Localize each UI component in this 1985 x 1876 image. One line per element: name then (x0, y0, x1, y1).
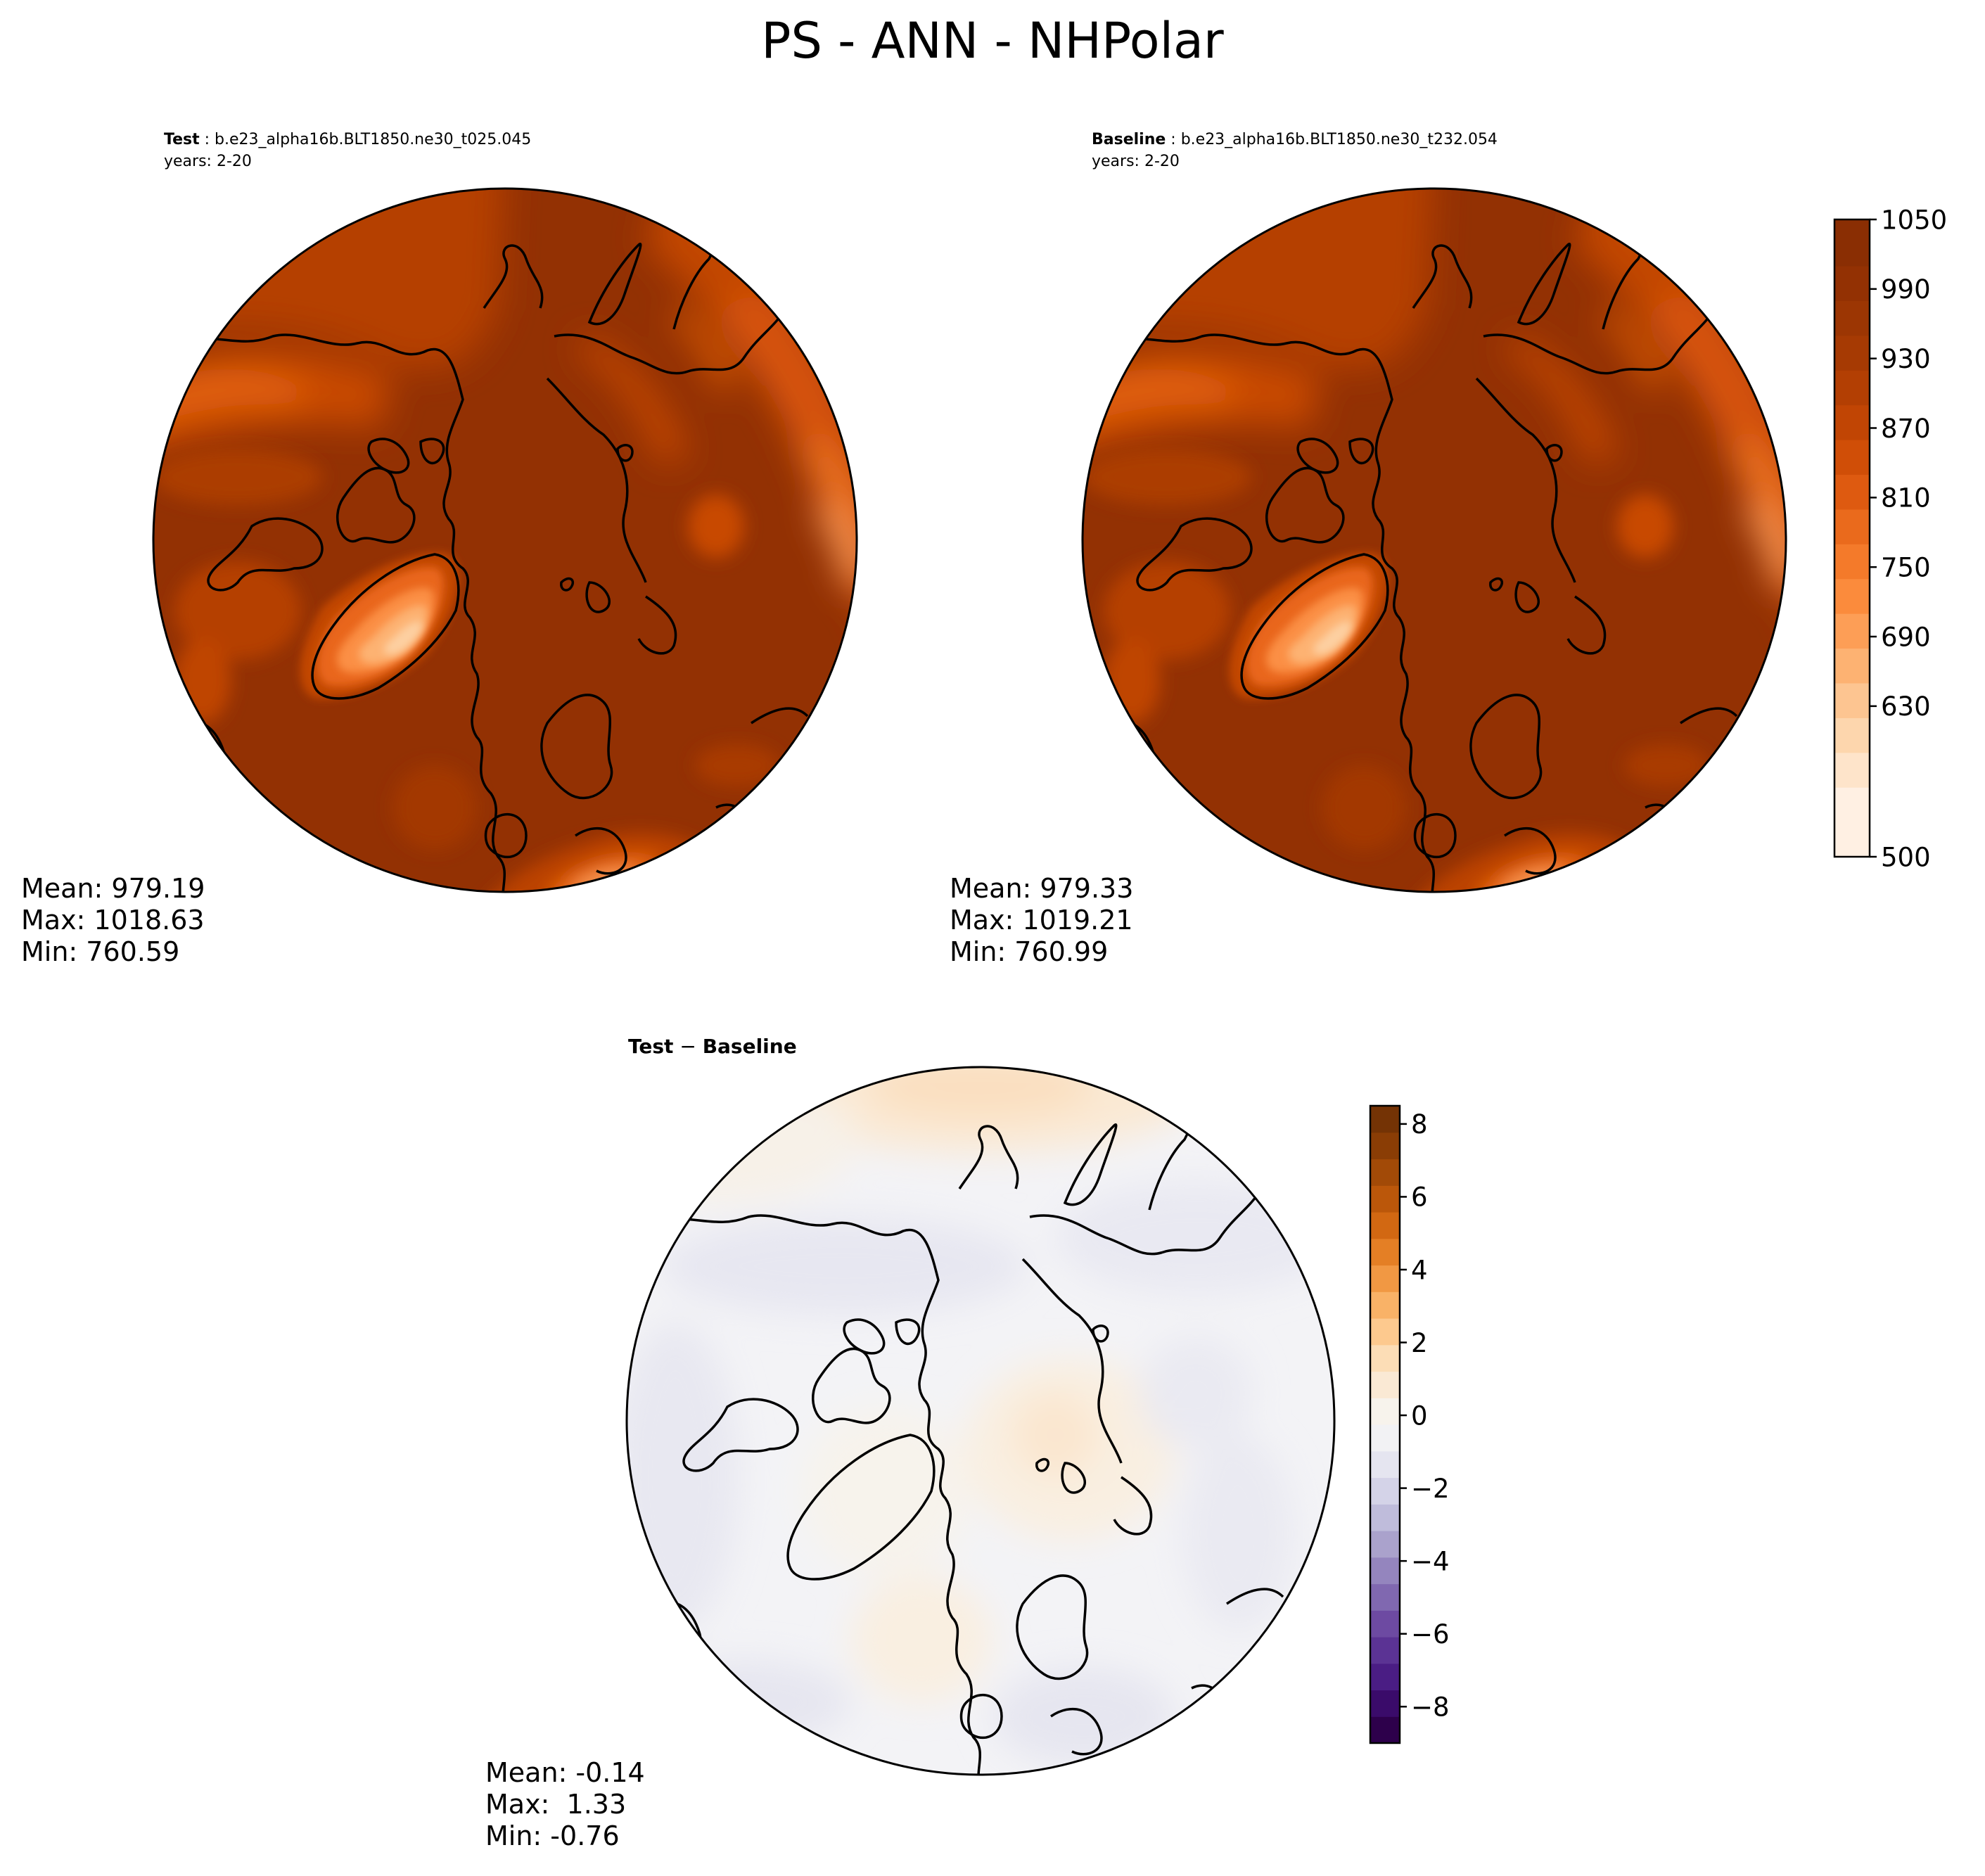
test-stat-min: Min: 760.59 (21, 936, 179, 967)
colorbar-diff-tick-label: 6 (1411, 1182, 1428, 1213)
colorbar-diff-frame (1369, 1104, 1401, 1744)
colorbar-diff-band (1370, 1450, 1400, 1479)
colorbar-diff-tick-label: 2 (1411, 1328, 1428, 1358)
colorbar-ps-tick-label: 990 (1881, 274, 1931, 305)
colorbar-ps-tick-label: 1050 (1881, 205, 1947, 235)
colorbar-diff-band (1370, 1610, 1400, 1638)
colorbar-ps-band (1834, 439, 1870, 475)
colorbar-diff-band (1370, 1663, 1400, 1691)
colorbar-diff-band (1370, 1344, 1400, 1372)
colorbar-ps-band (1834, 717, 1870, 753)
test-stat-max: Max: 1018.63 (21, 905, 205, 936)
diff-map (627, 1067, 1334, 1775)
diff-stat-min: Min: -0.76 (485, 1820, 620, 1851)
colorbar-ps-band (1834, 404, 1870, 440)
colorbar-diff-band (1370, 1291, 1400, 1319)
colorbar-diff-band (1370, 1531, 1400, 1558)
colorbar-ps-band (1834, 219, 1870, 267)
test-title-bold: Test (164, 131, 200, 148)
colorbar-ps-tick-label: 810 (1881, 483, 1931, 513)
panel-baseline: Baseline : b.e23_alpha16b.BLT1850.ne30_t… (950, 131, 1947, 967)
diff-title: Test − Baseline (628, 1035, 797, 1058)
colorbar-ps-band (1834, 648, 1870, 684)
colorbar-diff-band (1370, 1265, 1400, 1292)
diff-stat-mean: Mean: -0.14 (485, 1757, 645, 1788)
baseline-map-border (1081, 187, 1787, 893)
colorbar-ps-band (1834, 509, 1870, 544)
colorbar-ps-band (1834, 300, 1870, 336)
colorbar-ps-frame (1833, 218, 1871, 858)
colorbar-diff-band (1370, 1637, 1400, 1664)
diff-title-baseline: Baseline (703, 1035, 797, 1058)
colorbar-diff-band (1370, 1318, 1400, 1346)
test-map (111, 146, 899, 892)
colorbar-diff-band (1370, 1716, 1400, 1744)
colorbar-ps-tick-label: 930 (1881, 344, 1931, 374)
test-stat-mean: Mean: 979.19 (21, 873, 205, 904)
colorbar-diff-band (1370, 1371, 1400, 1398)
panel-difference: Test − Baseline Mean (485, 1035, 1450, 1851)
colorbar-diff-band (1370, 1504, 1400, 1531)
diff-map-border (625, 1066, 1336, 1776)
colorbar-diff-tick-label: −6 (1411, 1619, 1450, 1650)
test-years: years: 2-20 (164, 153, 252, 170)
colorbar-ps-tick-label: 750 (1881, 553, 1931, 583)
colorbar-ps: 500 630 690 750 810 870 930 990 1050 (1833, 205, 1947, 872)
colorbar-ps-band (1834, 752, 1870, 788)
colorbar-diff-band (1370, 1477, 1400, 1505)
diff-title-operator: − (673, 1035, 702, 1058)
colorbar-ps-tick-label: 870 (1881, 414, 1931, 444)
baseline-stat-max: Max: 1019.21 (950, 905, 1133, 936)
baseline-title-case: : b.e23_alpha16b.BLT1850.ne30_t232.054 (1166, 131, 1498, 148)
colorbar-diff-tick-label: −8 (1411, 1692, 1450, 1723)
colorbar-diff-band (1370, 1159, 1400, 1186)
colorbar-diff-tick-label: 8 (1411, 1109, 1428, 1140)
colorbar-ps-band (1834, 682, 1870, 718)
colorbar-ps-tick-label: 630 (1881, 691, 1931, 722)
panel-test: Test : b.e23_alpha16b.BLT1850.ne30_t025.… (21, 131, 899, 967)
colorbar-diff-band (1370, 1185, 1400, 1213)
colorbar-diff-band (1370, 1690, 1400, 1717)
colorbar-ps-band (1834, 613, 1870, 649)
baseline-title: Baseline : b.e23_alpha16b.BLT1850.ne30_t… (1092, 131, 1498, 148)
colorbar-ps-tick-label: 500 (1881, 842, 1931, 872)
colorbar-diff-band (1370, 1424, 1400, 1452)
colorbar-diff-band (1370, 1238, 1400, 1266)
colorbar-ps-band (1834, 335, 1870, 371)
colorbar-ps-band (1834, 578, 1870, 614)
colorbar-ps-band (1834, 544, 1870, 580)
colorbar-diff-band (1370, 1398, 1400, 1425)
test-title-case: : b.e23_alpha16b.BLT1850.ne30_t025.045 (200, 131, 532, 148)
colorbar-diff: −8 −6 −4 −2 0 2 4 6 8 (1369, 1104, 1450, 1744)
colorbar-ps-band (1834, 474, 1870, 510)
diff-stat-max: Max: 1.33 (485, 1789, 626, 1820)
colorbar-ps-band (1834, 370, 1870, 406)
colorbar-ps-band (1834, 265, 1870, 301)
colorbar-ps-tick-label: 690 (1881, 622, 1931, 652)
colorbar-diff-band (1370, 1106, 1400, 1133)
colorbar-diff-tick-label: −4 (1411, 1546, 1450, 1576)
test-map-border (152, 187, 858, 893)
colorbar-diff-band (1370, 1557, 1400, 1585)
colorbar-diff-band (1370, 1583, 1400, 1611)
colorbar-diff-band (1370, 1132, 1400, 1160)
test-title: Test : b.e23_alpha16b.BLT1850.ne30_t025.… (164, 131, 531, 148)
baseline-stat-min: Min: 760.99 (950, 936, 1108, 967)
baseline-stat-mean: Mean: 979.33 (950, 873, 1133, 904)
colorbar-diff-band (1370, 1212, 1400, 1239)
colorbar-diff-tick-label: 0 (1411, 1400, 1428, 1431)
colorbar-ps-band (1834, 787, 1870, 857)
colorbar-diff-tick-label: 4 (1411, 1255, 1428, 1285)
baseline-years: years: 2-20 (1092, 153, 1180, 170)
baseline-title-bold: Baseline (1092, 131, 1166, 148)
figure-title: PS - ANN - NHPolar (761, 12, 1224, 70)
diff-title-test: Test (628, 1035, 673, 1058)
baseline-map (1040, 146, 1828, 892)
colorbar-diff-tick-label: −2 (1411, 1474, 1450, 1504)
